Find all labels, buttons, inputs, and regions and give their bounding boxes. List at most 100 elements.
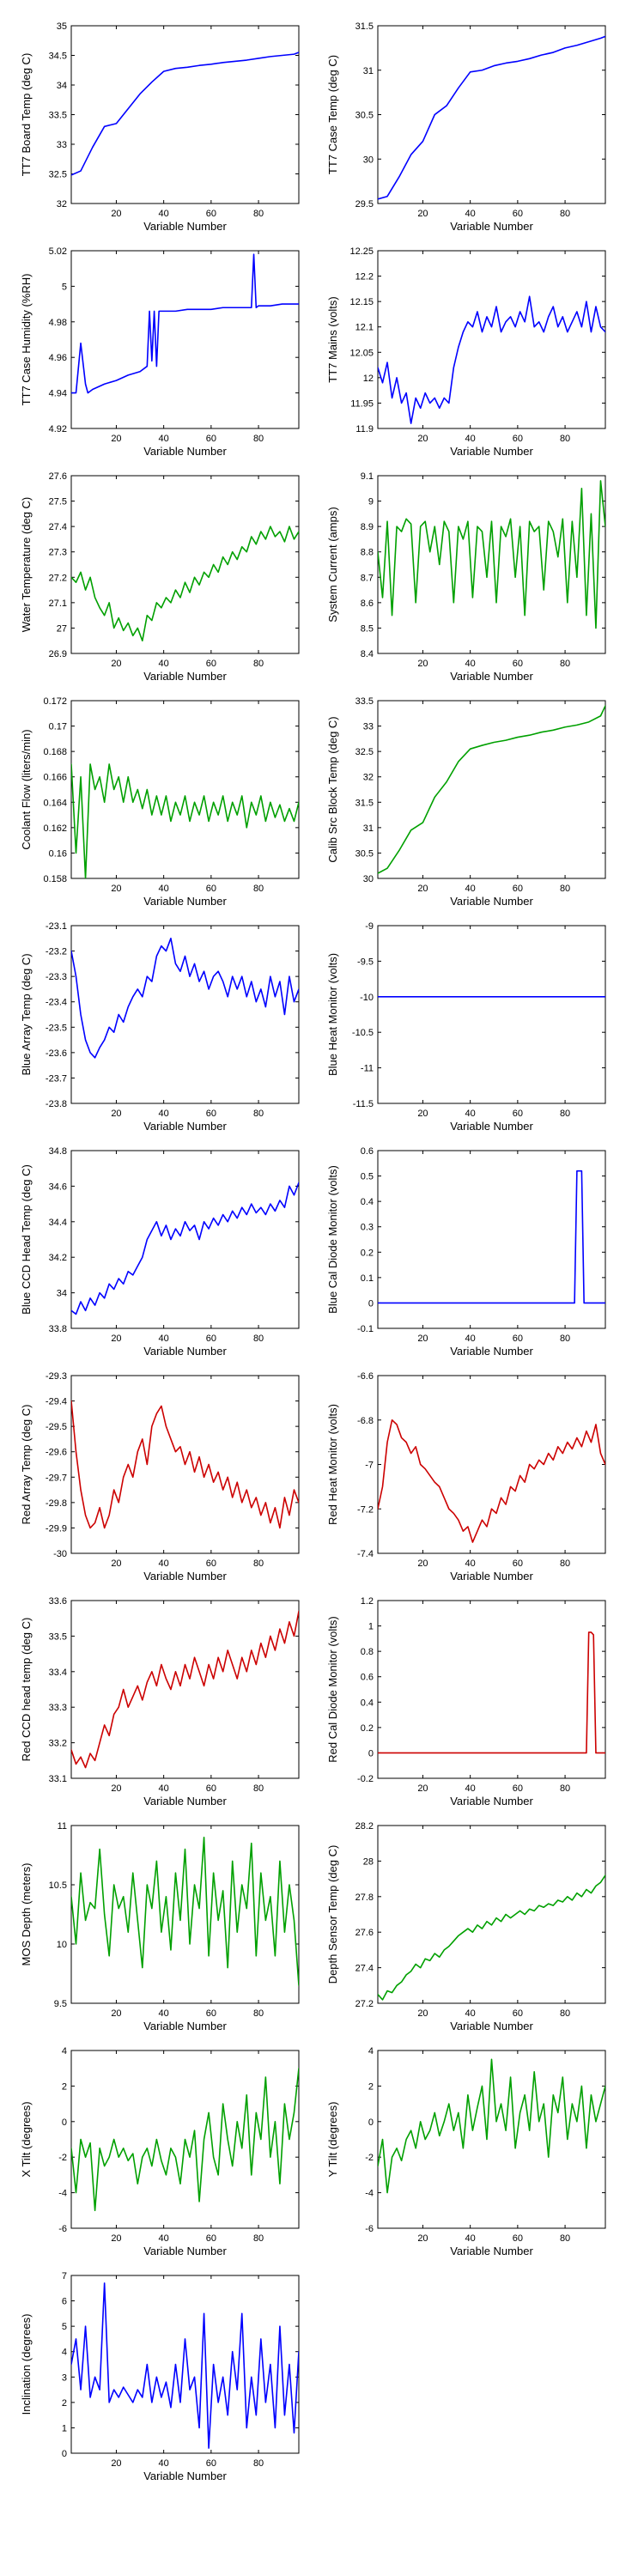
- chart-9-x-tick-label-3: 60: [206, 1109, 216, 1119]
- chart-10-y-tick-label-5: -9.5: [357, 957, 374, 967]
- chart-9-y-tick-label-8: -23.1: [46, 921, 67, 932]
- chart-14-series-line-1: [378, 1419, 605, 1543]
- chart-21-x-axis-label: Variable Number: [143, 2470, 227, 2482]
- chart-14-y-axis-label: Red Heat Monitor (volts): [326, 1404, 339, 1525]
- chart-21-y-tick-label-4: 3: [62, 2372, 67, 2383]
- chart-11-y-tick-label-4: 34.4: [49, 1218, 67, 1228]
- chart-16-x-tick-label-4: 80: [560, 1783, 570, 1794]
- chart-10-y-tick-label-6: -9: [365, 921, 374, 932]
- chart-6: 20 40 60 80 8.4 8.5 8.6 8.7 8.8 8.9 9 9.1 Variable N…: [326, 471, 606, 683]
- chart-9-y-tick-label-5: -23.4: [46, 998, 67, 1008]
- chart-11-x-tick-label-1: 20: [111, 1334, 121, 1344]
- chart-21-y-tick-label-5: 4: [62, 2348, 67, 2358]
- chart-8-y-tick-label-7: 33: [363, 722, 374, 732]
- chart-13-y-tick-label-3: -29.8: [46, 1498, 67, 1509]
- chart-20-y-tick-label-4: 0: [368, 2117, 374, 2128]
- chart-3-y-axis-label: TT7 Case Humidity (%RH): [20, 274, 33, 406]
- chart-14-x-tick-label-3: 60: [513, 1558, 523, 1569]
- chart-4-x-tick-label-3: 60: [513, 434, 523, 444]
- chart-3: 20 40 60 80 4.92 4.94 4.96 4.98 5 5.02 Variable Nu…: [20, 246, 300, 458]
- chart-12-x-tick-label-2: 40: [465, 1334, 476, 1344]
- chart-1-plot-area: [70, 25, 300, 204]
- chart-21-y-tick-label-2: 1: [62, 2423, 67, 2433]
- chart-20: 20 40 60 80 -6 -4 -2 0 2 4 Variable Number Y Tilt (…: [326, 2046, 606, 2257]
- chart-16-x-tick-label-1: 20: [417, 1783, 428, 1794]
- chart-2-x-axis-label: Variable Number: [450, 220, 533, 233]
- chart-7-plot-area: [70, 700, 300, 879]
- chart-7-x-tick-label-2: 40: [159, 884, 169, 894]
- chart-21-y-tick-label-6: 5: [62, 2322, 67, 2332]
- chart-1-x-tick-label-1: 20: [111, 209, 121, 219]
- chart-7-y-tick-label-1: 0.158: [43, 874, 67, 884]
- chart-12-y-tick-label-2: 0: [368, 1298, 374, 1309]
- chart-16-x-tick-label-3: 60: [513, 1783, 523, 1794]
- chart-9: 20 40 60 80 -23.8 -23.7 -23.6 -23.5 -23.4 -23.3 -2…: [20, 921, 300, 1133]
- chart-15: 20 40 60 80 33.1 33.2 33.3 33.4 33.5 33.6 Variable…: [20, 1596, 300, 1807]
- chart-15-series-line-1: [71, 1610, 299, 1769]
- chart-13-series-line-1: [71, 1400, 299, 1529]
- chart-8-x-tick-label-3: 60: [513, 884, 523, 894]
- chart-15-y-tick-label-1: 33.1: [49, 1774, 67, 1784]
- chart-2: 20 40 60 80 29.5 30 30.5 31 31.5 Variable Number T…: [326, 21, 606, 233]
- chart-1-x-tick-label-2: 40: [159, 209, 169, 219]
- chart-19-x-tick-label-4: 80: [253, 2233, 264, 2244]
- chart-6-y-tick-label-8: 9.1: [361, 471, 374, 482]
- chart-13-y-tick-label-8: -29.3: [46, 1371, 67, 1382]
- chart-3-x-tick-label-1: 20: [111, 434, 121, 444]
- chart-13-x-tick-label-3: 60: [206, 1558, 216, 1569]
- chart-7-series-line-1: [71, 763, 299, 878]
- chart-7-y-tick-label-4: 0.164: [43, 798, 67, 808]
- chart-21-plot-area: [70, 2275, 300, 2454]
- chart-10-x-tick-label-2: 40: [465, 1109, 476, 1119]
- chart-2-y-tick-label-4: 31: [363, 66, 374, 76]
- chart-19-x-axis-label: Variable Number: [143, 2245, 227, 2257]
- chart-7-y-axis-label: Coolant Flow (liters/min): [20, 729, 33, 849]
- chart-17: 20 40 60 80 9.5 10 10.5 11 Variable Number MOS De…: [20, 1821, 300, 2032]
- chart-6-plot-area: [377, 475, 606, 654]
- chart-1-x-tick-label-3: 60: [206, 209, 216, 219]
- chart-17-x-tick-label-4: 80: [253, 2008, 264, 2019]
- chart-16: 20 40 60 80 -0.2 0 0.2 0.4 0.6 0.8 1 1.2 Variable Nu…: [326, 1596, 606, 1807]
- chart-4-x-axis-label: Variable Number: [450, 445, 533, 458]
- chart-16-y-tick-label-5: 0.6: [361, 1673, 374, 1683]
- chart-8-y-tick-label-5: 32: [363, 773, 374, 783]
- chart-5-y-tick-label-7: 27.5: [49, 497, 67, 507]
- chart-3-plot-area: [70, 250, 300, 429]
- chart-6-y-tick-label-5: 8.8: [361, 548, 374, 558]
- chart-17-x-tick-label-2: 40: [159, 2008, 169, 2019]
- chart-6-x-axis-label: Variable Number: [450, 670, 533, 683]
- chart-19-y-tick-label-1: -6: [58, 2224, 67, 2234]
- chart-12-x-axis-label: Variable Number: [450, 1345, 533, 1358]
- chart-18-x-tick-label-1: 20: [417, 2008, 428, 2019]
- chart-14-x-tick-label-2: 40: [465, 1558, 476, 1569]
- chart-9-plot-area: [70, 925, 300, 1104]
- chart-5-series-line-1: [71, 526, 299, 642]
- chart-16-y-tick-label-6: 0.8: [361, 1647, 374, 1657]
- chart-12-x-tick-label-3: 60: [513, 1334, 523, 1344]
- chart-20-y-tick-label-2: -4: [365, 2189, 374, 2199]
- chart-14-plot-area: [377, 1375, 606, 1554]
- chart-3-y-tick-label-1: 4.92: [49, 424, 67, 434]
- chart-4-y-tick-label-5: 12.1: [355, 323, 374, 333]
- chart-2-y-tick-label-3: 30.5: [355, 111, 374, 121]
- chart-19-y-tick-label-5: 2: [62, 2081, 67, 2092]
- chart-15-y-tick-label-4: 33.4: [49, 1668, 67, 1678]
- chart-11-y-tick-label-3: 34.2: [49, 1253, 67, 1263]
- chart-11-x-axis-label: Variable Number: [143, 1345, 227, 1358]
- chart-16-y-axis-label: Red Cal Diode Monitor (volts): [326, 1616, 339, 1763]
- chart-7-x-axis-label: Variable Number: [143, 895, 227, 908]
- chart-5-y-tick-label-4: 27.2: [49, 573, 67, 583]
- chart-13-y-tick-label-5: -29.6: [46, 1448, 67, 1458]
- chart-16-y-tick-label-8: 1.2: [361, 1596, 374, 1607]
- chart-8-y-axis-label: Calib Src Block Temp (deg C): [326, 716, 339, 862]
- chart-5-y-tick-label-2: 27: [57, 623, 67, 634]
- chart-8-y-tick-label-8: 33.5: [355, 696, 374, 707]
- chart-6-series-line-1: [378, 480, 605, 629]
- chart-19-y-axis-label: X Tilt (degrees): [20, 2101, 33, 2177]
- chart-6-y-tick-label-6: 8.9: [361, 522, 374, 532]
- chart-20-y-tick-label-6: 4: [368, 2046, 374, 2057]
- chart-13-y-tick-label-1: -30: [53, 1549, 67, 1559]
- chart-13-y-tick-label-6: -29.5: [46, 1422, 67, 1432]
- chart-2-x-tick-label-2: 40: [465, 209, 476, 219]
- chart-21: 20 40 60 80 0 1 2 3 4 5 6 7 Variable Number Inclinati…: [20, 2271, 300, 2482]
